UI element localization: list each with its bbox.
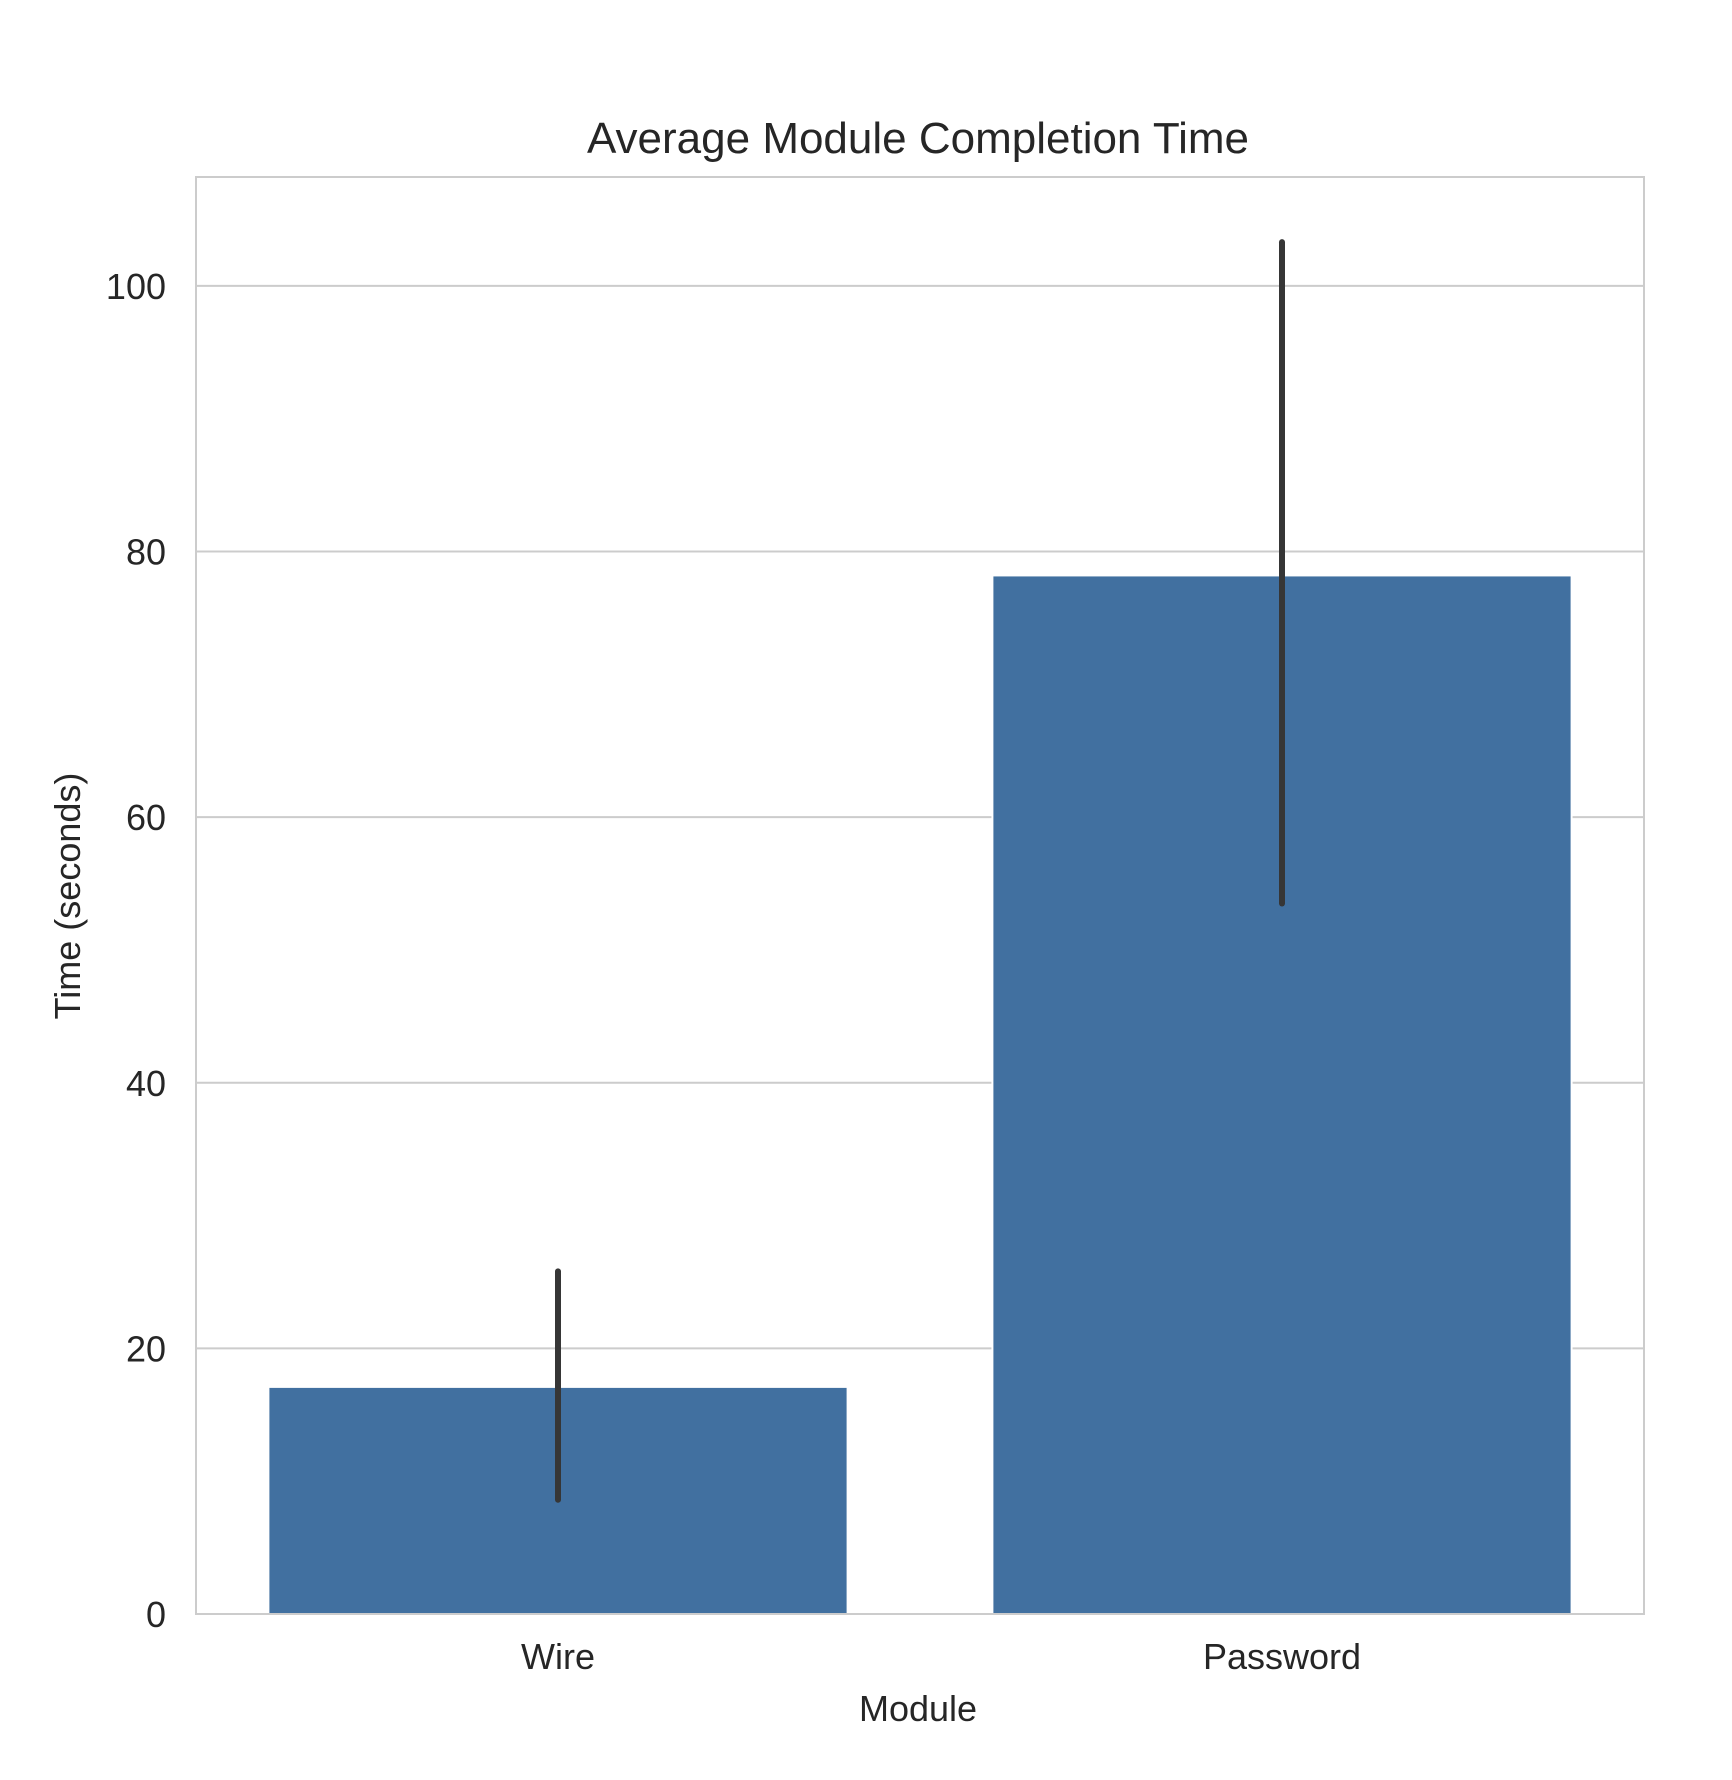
x-tick-label: Password bbox=[1203, 1636, 1361, 1677]
y-axis-label: Time (seconds) bbox=[47, 773, 88, 1020]
y-tick-label: 60 bbox=[126, 797, 166, 838]
y-tick-label: 40 bbox=[126, 1063, 166, 1104]
chart-title: Average Module Completion Time bbox=[587, 114, 1249, 163]
y-tick-labels: 0 20 40 60 80 100 bbox=[106, 266, 166, 1635]
y-tick-label: 100 bbox=[106, 266, 166, 307]
x-tick-label: Wire bbox=[521, 1636, 595, 1677]
plot-frame bbox=[195, 176, 1645, 1615]
x-axis-label: Module bbox=[859, 1688, 977, 1729]
error-bars bbox=[555, 239, 1285, 1503]
y-tick-label: 0 bbox=[146, 1594, 166, 1635]
x-tick-labels: Wire Password bbox=[521, 1636, 1361, 1677]
y-tick-label: 80 bbox=[126, 532, 166, 573]
y-tick-label: 20 bbox=[126, 1328, 166, 1369]
